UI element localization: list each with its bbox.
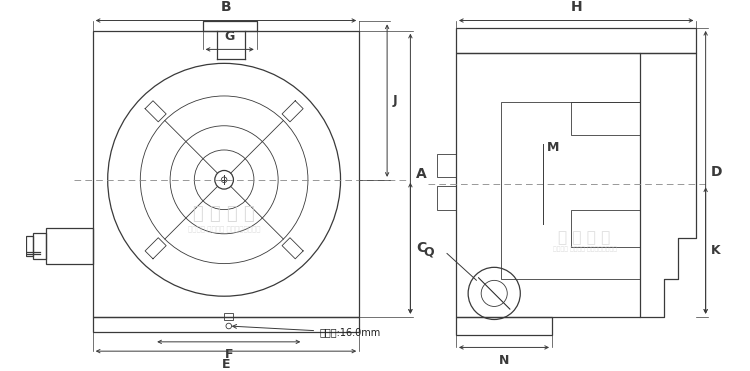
Bar	[501, 102, 640, 279]
Text: 定位销:16.0mm: 定位销:16.0mm	[232, 325, 380, 338]
Bar	[437, 154, 456, 177]
Text: N: N	[499, 354, 509, 367]
Bar	[571, 102, 640, 135]
Text: 雄 鹰 精 机: 雄 鹰 精 机	[559, 230, 610, 245]
Bar	[437, 186, 456, 210]
Text: 服务至上 优质设备 品质保证技术专业: 服务至上 优质设备 品质保证技术专业	[553, 247, 616, 252]
Bar	[224, 313, 233, 321]
Text: H: H	[570, 0, 582, 14]
Bar	[456, 28, 696, 53]
Bar	[46, 228, 93, 264]
Text: A: A	[416, 167, 427, 181]
Text: B: B	[220, 0, 231, 14]
Bar	[456, 53, 640, 317]
Text: C: C	[416, 241, 426, 255]
Bar	[202, 22, 256, 31]
Bar	[26, 236, 33, 256]
Circle shape	[221, 177, 227, 183]
Bar	[33, 233, 46, 259]
Text: 雄 鹰 精 机: 雄 鹰 精 机	[194, 205, 255, 223]
Bar	[93, 317, 359, 332]
Text: M: M	[548, 141, 560, 154]
Bar	[571, 210, 640, 247]
Text: G: G	[224, 30, 235, 43]
Bar	[456, 317, 552, 335]
Text: D: D	[711, 165, 723, 179]
Text: J: J	[393, 94, 398, 107]
Text: K: K	[711, 244, 721, 257]
Text: Q: Q	[423, 245, 433, 258]
Text: 服务至上 优质设备 品质保证技术专业: 服务至上 优质设备 品质保证技术专业	[188, 225, 260, 232]
Text: F: F	[224, 348, 233, 361]
Text: E: E	[222, 358, 230, 371]
Bar	[93, 31, 359, 317]
